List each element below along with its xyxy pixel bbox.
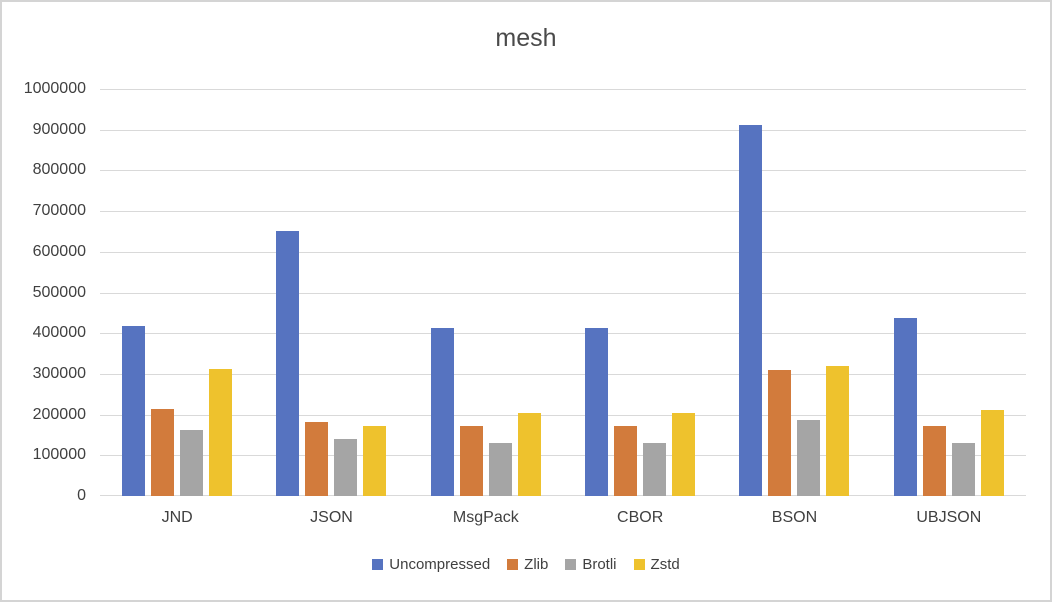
y-tick-label: 1000000 bbox=[23, 80, 86, 97]
bar-brotli-bson bbox=[797, 419, 821, 496]
gridline bbox=[100, 211, 1026, 213]
x-axis-labels: JND JSON MsgPack CBOR BSON UBJSON bbox=[100, 509, 1026, 527]
gridline bbox=[100, 170, 1026, 172]
y-tick-label: 400000 bbox=[32, 324, 86, 342]
gridline bbox=[100, 455, 1026, 457]
y-tick-label: 200000 bbox=[32, 405, 86, 423]
gridline bbox=[100, 373, 1026, 375]
bar-zstd-ubjson bbox=[980, 409, 1004, 496]
bar-brotli-jnd bbox=[180, 430, 204, 496]
legend: Uncompressed Zlib Brotli Zstd bbox=[2, 556, 1050, 573]
bar-zstd-cbor bbox=[672, 413, 696, 496]
legend-item-zstd: Zstd bbox=[633, 556, 680, 573]
x-axis-label-msgpack: MsgPack bbox=[452, 509, 519, 526]
bar-groups bbox=[100, 89, 1026, 496]
y-tick-label: 100000 bbox=[32, 446, 86, 464]
bar-zstd-json bbox=[363, 426, 387, 496]
x-axis-label-cbor: CBOR bbox=[617, 509, 664, 526]
gridline bbox=[100, 251, 1026, 253]
bar-group-msgpack bbox=[409, 89, 563, 496]
bar-uncompressed-msgpack bbox=[430, 327, 454, 496]
bar-zlib-json bbox=[305, 421, 329, 496]
y-tick-label: 800000 bbox=[32, 161, 86, 179]
y-tick-label: 700000 bbox=[32, 202, 86, 220]
legend-swatch-zstd bbox=[633, 559, 645, 570]
y-tick-label: 0 bbox=[77, 487, 86, 504]
y-tick-label: 500000 bbox=[32, 283, 86, 301]
legend-swatch-uncompressed bbox=[372, 559, 384, 570]
y-tick-label: 600000 bbox=[32, 242, 86, 260]
bar-zlib-bson bbox=[768, 369, 792, 496]
x-axis-label-jnd: JND bbox=[161, 509, 193, 526]
y-tick-label: 900000 bbox=[32, 120, 86, 138]
legend-swatch-brotli bbox=[565, 559, 577, 570]
x-axis-label-ubjson: UBJSON bbox=[916, 509, 982, 526]
bar-uncompressed-cbor bbox=[585, 327, 609, 496]
bar-brotli-msgpack bbox=[488, 442, 512, 496]
x-axis-label-bson: BSON bbox=[771, 509, 818, 526]
chart-title: mesh bbox=[495, 24, 557, 52]
legend-item-uncompressed: Uncompressed bbox=[372, 556, 490, 573]
bar-zstd-jnd bbox=[209, 369, 233, 496]
y-tick-label: 300000 bbox=[32, 364, 86, 382]
plot-area bbox=[100, 89, 1026, 496]
bar-group-ubjson bbox=[872, 89, 1026, 496]
bar-brotli-json bbox=[334, 438, 358, 496]
bar-zstd-bson bbox=[826, 365, 850, 496]
bar-zlib-ubjson bbox=[922, 426, 946, 496]
legend-label: Zlib bbox=[524, 556, 549, 573]
gridline bbox=[100, 129, 1026, 131]
y-axis-labels: 1000000 900000 800000 700000 600000 500000 400… bbox=[2, 80, 86, 504]
legend-label: Uncompressed bbox=[389, 556, 491, 573]
bar-group-json bbox=[254, 89, 408, 496]
bar-group-bson bbox=[717, 89, 871, 496]
bar-zlib-msgpack bbox=[459, 425, 483, 496]
legend-label: Brotli bbox=[582, 556, 617, 573]
bar-zlib-jnd bbox=[151, 408, 175, 496]
bar-uncompressed-jnd bbox=[122, 325, 146, 496]
legend-item-zlib: Zlib bbox=[507, 556, 548, 573]
gridline bbox=[100, 292, 1026, 294]
bar-brotli-ubjson bbox=[951, 443, 975, 496]
gridline bbox=[100, 333, 1026, 335]
gridline bbox=[100, 495, 1026, 496]
bar-zstd-msgpack bbox=[517, 413, 541, 496]
legend-label: Zstd bbox=[650, 556, 680, 573]
gridline bbox=[100, 414, 1026, 416]
bar-group-jnd bbox=[100, 89, 254, 496]
gridline bbox=[100, 89, 1026, 90]
bar-group-cbor bbox=[563, 89, 717, 496]
x-axis-label-json: JSON bbox=[310, 509, 353, 526]
bar-uncompressed-json bbox=[276, 230, 300, 496]
legend-item-brotli: Brotli bbox=[565, 556, 617, 573]
bar-brotli-cbor bbox=[643, 442, 667, 496]
bar-uncompressed-bson bbox=[739, 124, 763, 496]
bar-uncompressed-ubjson bbox=[893, 317, 917, 496]
legend-swatch-zlib bbox=[507, 559, 519, 570]
bar-zlib-cbor bbox=[614, 425, 638, 496]
